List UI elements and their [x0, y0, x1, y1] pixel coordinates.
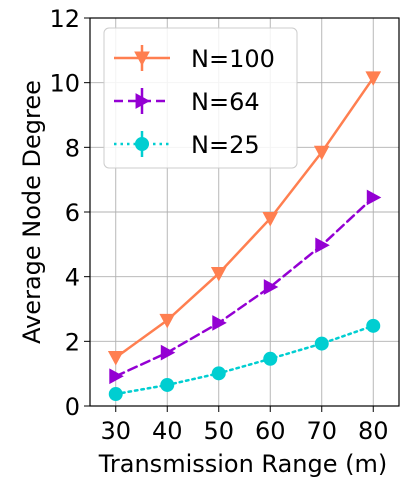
y-tick-label: 0 — [65, 393, 80, 421]
data-point — [262, 212, 279, 227]
legend-marker — [135, 137, 149, 151]
x-tick-label: 50 — [203, 417, 234, 445]
series-line — [114, 76, 375, 359]
x-tick-label: 40 — [152, 417, 183, 445]
y-tick-label: 6 — [65, 199, 80, 227]
data-point — [263, 351, 278, 366]
y-axis-label: Average Node Degree — [18, 80, 46, 344]
series-line — [114, 324, 375, 396]
legend-label: N=64 — [191, 88, 260, 116]
legend-item: N=100 — [114, 45, 275, 73]
legend-box — [103, 27, 298, 169]
legend-label: N=100 — [191, 45, 275, 73]
data-point — [108, 387, 123, 402]
x-tick-label: 80 — [358, 417, 389, 445]
legend-label: N=25 — [191, 131, 260, 159]
data-point — [160, 377, 175, 392]
data-point — [313, 145, 330, 161]
legend-item: N=25 — [114, 131, 260, 159]
y-tick-label: 8 — [65, 134, 80, 162]
data-point — [211, 366, 226, 381]
series-line — [114, 196, 375, 378]
y-tick-label: 4 — [65, 264, 80, 292]
data-point — [109, 368, 124, 385]
data-point — [107, 351, 124, 366]
y-tick-label: 12 — [49, 5, 80, 33]
data-point — [365, 71, 382, 86]
data-point — [314, 336, 329, 351]
x-tick-label: 70 — [306, 417, 337, 445]
legend-item: N=64 — [114, 88, 260, 116]
series-1 — [109, 189, 382, 385]
data-point — [210, 266, 227, 282]
data-point — [159, 313, 176, 329]
x-axis-label: Transmission Range (m) — [98, 450, 387, 478]
data-point — [366, 318, 381, 333]
legend-marker — [135, 93, 151, 109]
data-point — [263, 279, 279, 295]
x-tick-label: 60 — [255, 417, 286, 445]
legend-marker — [134, 51, 150, 67]
data-point — [212, 315, 227, 331]
data-point — [160, 344, 176, 361]
series-0 — [107, 71, 382, 366]
x-tick-label: 30 — [100, 417, 131, 445]
legend: N=100 N=64 N=25 — [103, 27, 298, 169]
y-tick-label: 2 — [65, 328, 80, 356]
y-tick-label: 10 — [49, 70, 80, 98]
data-point — [366, 189, 382, 206]
series-2 — [108, 318, 381, 402]
data-point — [315, 237, 330, 254]
series-layer — [107, 71, 382, 402]
axis-ticks: 30 40 50 60 70 80 0 2 4 6 8 10 12 — [49, 5, 388, 445]
